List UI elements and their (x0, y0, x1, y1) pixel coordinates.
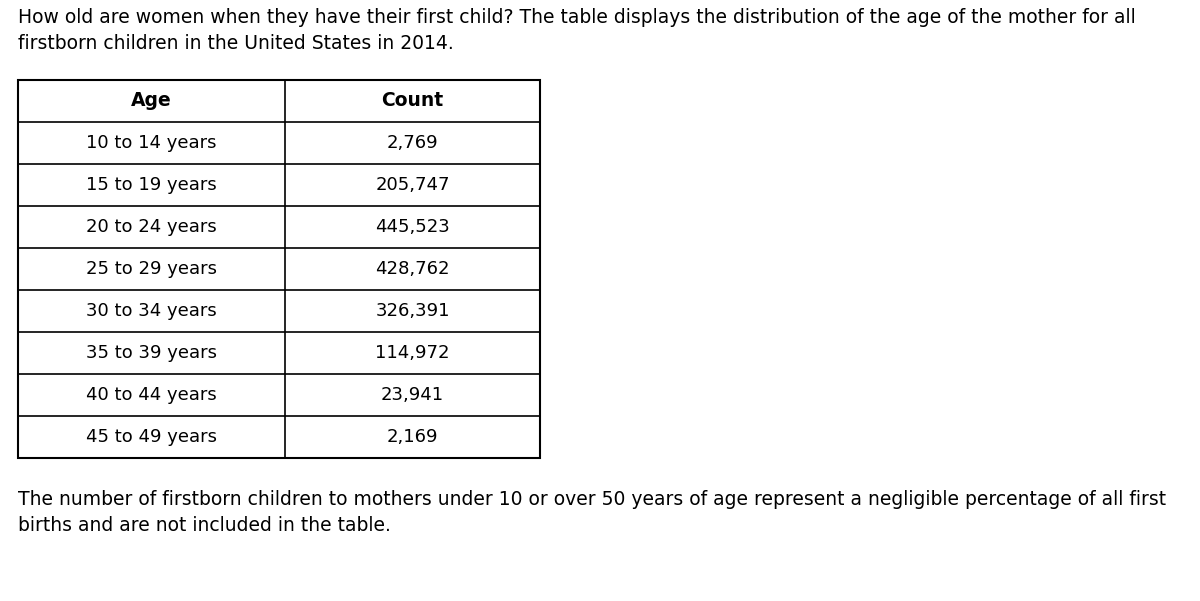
Text: 20 to 24 years: 20 to 24 years (86, 218, 217, 236)
Text: Count: Count (382, 91, 444, 111)
Text: 326,391: 326,391 (376, 302, 450, 320)
Bar (18, 80, 540, 458)
Text: The number of firstborn children to mothers under 10 or over 50 years of age rep: The number of firstborn children to moth… (18, 490, 1166, 535)
Text: 2,769: 2,769 (386, 134, 438, 152)
Text: 10 to 14 years: 10 to 14 years (86, 134, 217, 152)
Text: Age: Age (131, 91, 172, 111)
Text: 23,941: 23,941 (380, 386, 444, 404)
Text: 114,972: 114,972 (376, 344, 450, 362)
Text: 2,169: 2,169 (386, 428, 438, 446)
Text: 35 to 39 years: 35 to 39 years (86, 344, 217, 362)
Text: 205,747: 205,747 (376, 176, 450, 194)
Text: How old are women when they have their first child? The table displays the distr: How old are women when they have their f… (18, 8, 1135, 53)
Text: 445,523: 445,523 (376, 218, 450, 236)
Text: 15 to 19 years: 15 to 19 years (86, 176, 217, 194)
Text: 428,762: 428,762 (376, 260, 450, 278)
Text: 40 to 44 years: 40 to 44 years (86, 386, 217, 404)
Text: 25 to 29 years: 25 to 29 years (86, 260, 217, 278)
Text: 45 to 49 years: 45 to 49 years (86, 428, 217, 446)
Text: 30 to 34 years: 30 to 34 years (86, 302, 217, 320)
